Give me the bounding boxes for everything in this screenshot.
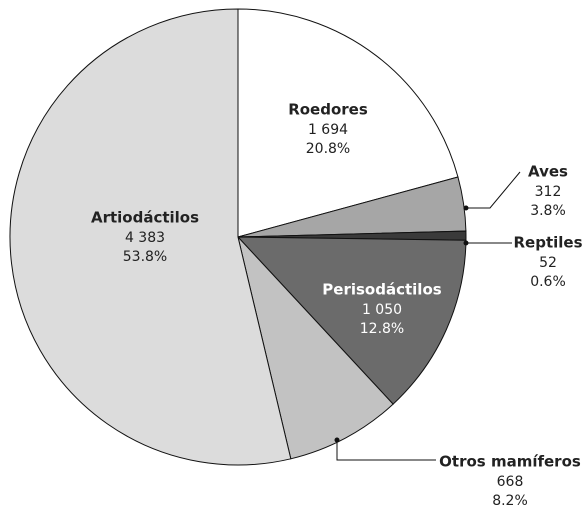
slice-name: Aves [528, 163, 568, 181]
leader-line [336, 440, 436, 461]
pie-slice [9, 8, 292, 466]
slice-value: 52 [539, 255, 557, 271]
slice-name: Artiodáctilos [91, 209, 199, 227]
slice-percent: 53.8% [123, 249, 167, 265]
pie-slice [237, 8, 459, 238]
slice-percent: 0.6% [530, 274, 566, 290]
slice-percent: 3.8% [530, 203, 566, 219]
slice-name: Reptiles [513, 234, 582, 252]
slice-name: Otros mamíferos [439, 453, 581, 471]
slice-value: 668 [497, 474, 524, 490]
pie-slice [237, 235, 394, 460]
pie-slice [236, 236, 467, 405]
slice-name: Perisodáctilos [322, 281, 441, 299]
slice-value: 1 694 [308, 122, 348, 138]
leader-line [466, 171, 521, 209]
slice-name: Roedores [288, 101, 368, 119]
leader-dot [463, 240, 469, 246]
slice-percent: 12.8% [360, 321, 404, 337]
slice-percent: 8.2% [492, 493, 528, 509]
slice-percent: 20.8% [306, 141, 350, 157]
leader-dot [463, 205, 469, 211]
leader-dot [334, 437, 340, 443]
slice-value: 1 050 [362, 302, 402, 318]
slice-value: 4 383 [125, 230, 165, 246]
slice-value: 312 [535, 184, 562, 200]
